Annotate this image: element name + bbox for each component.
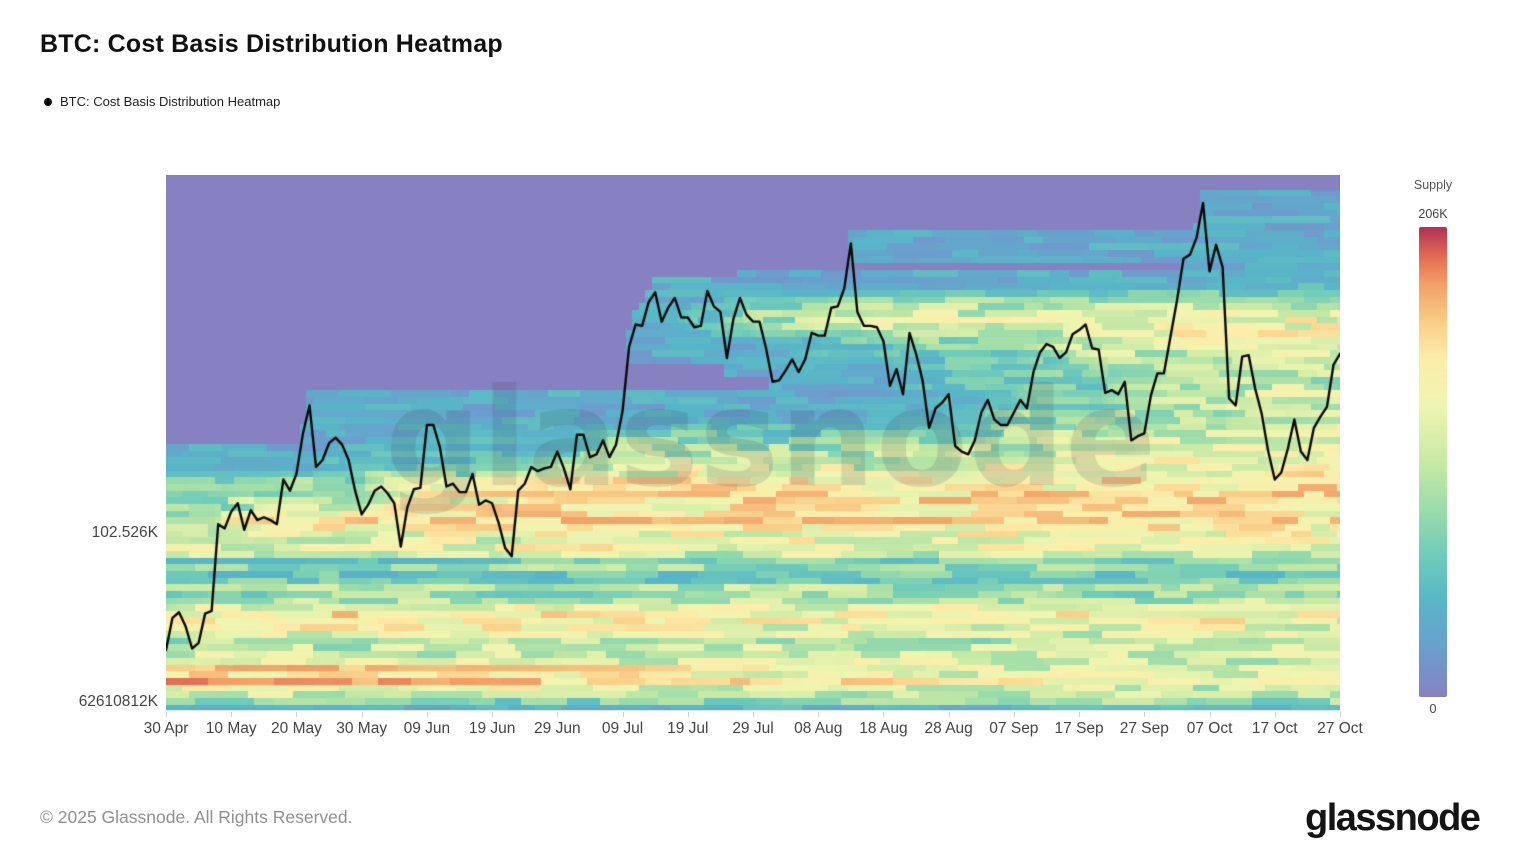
x-tick-mark [361,712,363,717]
x-tick-label: 09 Jun [403,720,451,737]
x-tick-mark [1209,712,1211,717]
colorbar-title: Supply [1413,178,1453,192]
x-tick-mark [166,712,167,717]
colorbar-max-label: 206K [1418,207,1448,221]
colorbar: Supply 206K 0 [1405,178,1461,716]
x-tick-label: 29 Jul [732,720,774,737]
x-tick-label: 30 Apr [143,720,189,737]
colorbar-min-label: 0 [1429,702,1437,716]
brand-logo: glassnode [1305,797,1481,839]
x-tick-mark [622,712,624,717]
x-tick-label: 18 Aug [859,720,908,737]
x-tick-mark [1274,712,1276,717]
legend-item[interactable]: BTC: Cost Basis Distribution Heatmap [44,94,280,109]
x-tick-mark [231,712,233,717]
x-tick-label: 19 Jul [667,720,709,737]
x-tick-mark [948,712,950,717]
x-axis: 30 Apr 10 May 20 May 30 May 09 Jun 19 Jun 29 J… [144,710,1363,751]
y-axis-label-mid: 102.526K [91,524,158,541]
x-tick-mark [1340,712,1341,717]
x-tick-label: 29 Jun [534,720,581,737]
x-tick-mark [687,712,689,717]
x-tick-label: 09 Jul [601,720,644,737]
heatmap-canvas[interactable] [166,175,1340,710]
x-tick-label: 07 Oct [1186,720,1233,737]
x-tick-label: 17 Sep [1054,720,1104,737]
x-tick-mark [296,712,298,717]
y-axis-label-bottom: 62610812K [78,693,158,710]
x-tick-mark [426,712,428,717]
x-tick-mark [1013,712,1015,717]
x-tick-label: 08 Aug [794,720,843,737]
x-tick-mark [818,712,820,717]
x-tick-mark [557,712,559,717]
x-tick-mark [1144,712,1146,717]
x-tick-label: 27 Oct [1317,720,1363,737]
x-tick-label: 28 Aug [924,720,973,737]
x-tick-label: 20 May [271,720,322,737]
x-tick-label: 10 May [205,720,257,737]
legend-marker-icon [44,97,52,106]
x-tick-label: 30 May [336,720,388,737]
x-tick-label: 07 Sep [989,720,1039,737]
page-title: BTC: Cost Basis Distribution Heatmap [40,30,503,58]
x-tick-label: 17 Oct [1251,720,1298,737]
legend-label: BTC: Cost Basis Distribution Heatmap [60,94,281,109]
x-tick-mark [492,712,494,717]
x-tick-label: 27 Sep [1119,720,1169,737]
x-tick-mark [883,712,885,717]
x-tick-label: 19 Jun [468,720,516,737]
x-tick-mark [1079,712,1081,717]
colorbar-gradient [1419,227,1447,697]
footer-copyright: © 2025 Glassnode. All Rights Reserved. [40,807,353,827]
x-tick-mark [753,712,754,717]
